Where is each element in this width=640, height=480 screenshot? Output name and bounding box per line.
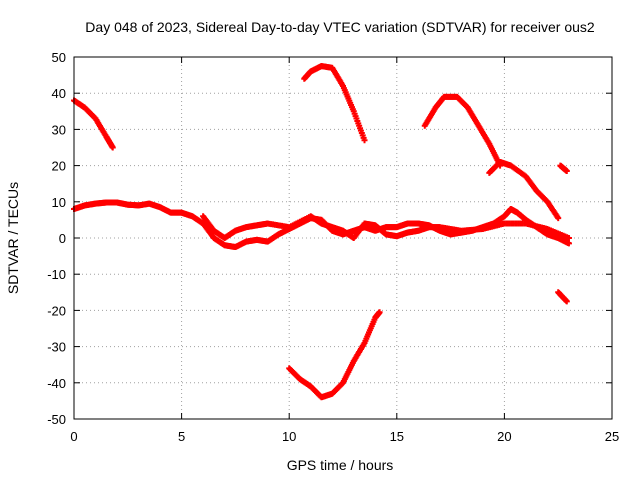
series-arc-late-decline [486,158,562,222]
data-point [563,168,570,175]
x-tick-label: 25 [605,429,619,444]
x-tick-label: 15 [390,429,404,444]
data-point [376,309,383,316]
y-tick-label: 50 [52,50,66,65]
data-point [563,298,570,305]
x-tick-label: 0 [70,429,77,444]
chart-title: Day 048 of 2023, Sidereal Day-to-day VTE… [85,19,595,35]
data-point [361,137,368,144]
series-arc-evening-high [421,93,504,169]
x-tick-label: 20 [497,429,511,444]
x-axis-label: GPS time / hours [287,457,394,473]
y-tick-label: 30 [52,122,66,137]
data-point [565,235,572,241]
data-point [565,240,572,247]
y-tick-label: -40 [47,376,66,391]
series-arc-late-small-high [557,162,570,175]
y-tick-label: -30 [47,340,66,355]
series-main-band-b [200,213,572,241]
data-points [71,63,572,401]
y-tick-label: -50 [47,412,66,427]
y-tick-label: 10 [52,195,66,210]
y-axis-label: SDTVAR / TECUs [5,182,21,294]
grid-lines [74,57,612,419]
data-point [555,215,562,222]
series-arc-late-small-low [555,289,570,305]
x-tick-label: 5 [178,429,185,444]
y-tick-label: -10 [47,267,66,282]
y-tick-label: 0 [59,231,66,246]
x-tick-label: 10 [282,429,296,444]
y-tick-label: 20 [52,159,66,174]
y-tick-label: 40 [52,86,66,101]
axis-ticks: 0 5 10 15 20 25 -50 -40 -30 -20 -10 0 10 20 30 40 50 [47,50,619,444]
data-point [109,144,116,151]
series-arc-noon-low [286,309,383,401]
y-tick-label: -20 [47,303,66,318]
series-arc-noon-high [301,63,368,144]
